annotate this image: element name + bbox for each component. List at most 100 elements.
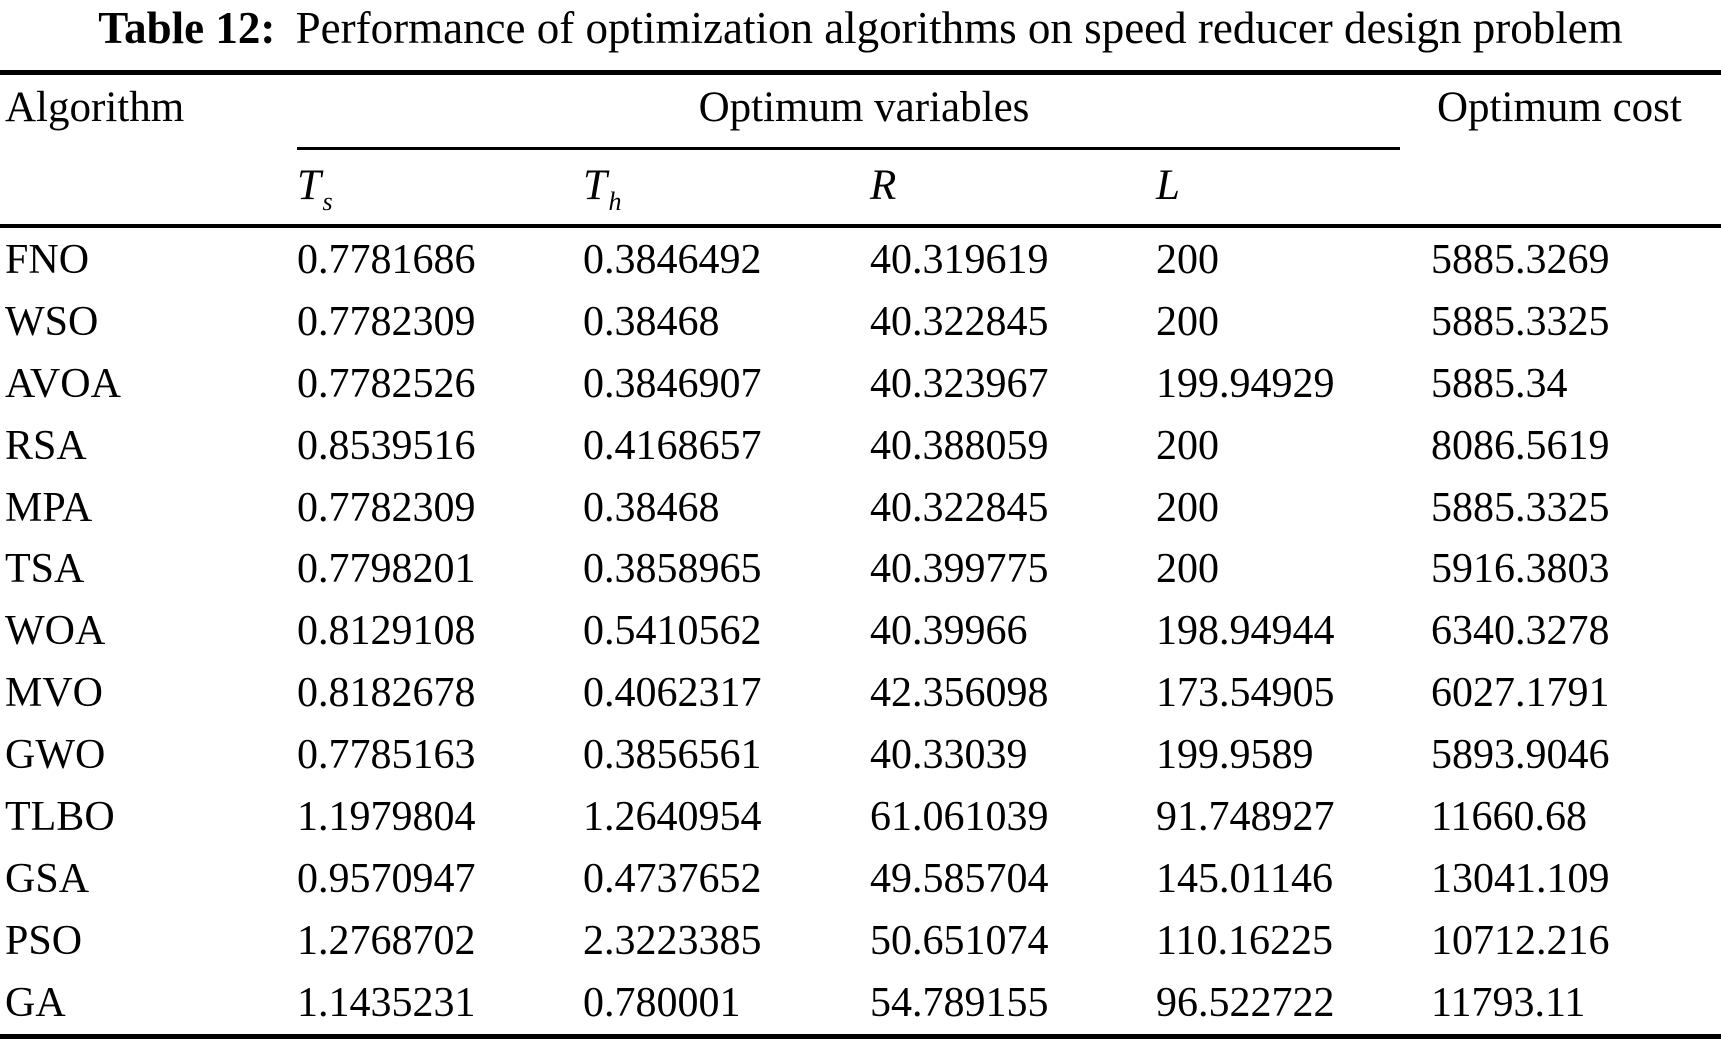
algorithm-cell: TLBO [5, 794, 115, 841]
table-row: MVO 0.8182678 0.4062317 42.356098 173.54… [0, 663, 1721, 725]
r-value-cell: 49.585704 [870, 855, 1049, 902]
algorithm-cell: TSA [5, 546, 85, 593]
table-row: WOA 0.8129108 0.5410562 40.39966 198.949… [0, 601, 1721, 663]
ts-value-cell: 0.8539516 [297, 422, 476, 469]
l-value-cell: 200 [1156, 422, 1219, 469]
algorithm-cell: WOA [5, 608, 106, 655]
table-row: GA 1.1435231 0.780001 54.789155 96.52272… [0, 973, 1721, 1035]
algorithm-cell: MPA [5, 484, 93, 531]
table-bottom-rule [0, 1034, 1721, 1039]
table-row: TSA 0.7798201 0.3858965 40.399775 200 59… [0, 539, 1721, 601]
th-value-cell: 0.3846492 [583, 237, 762, 283]
th-value-cell: 0.38468 [583, 298, 720, 345]
r-symbol: R [870, 162, 897, 209]
l-value-cell: 200 [1156, 546, 1219, 593]
algorithm-cell: AVOA [5, 360, 121, 407]
ts-value-cell: 0.9570947 [297, 855, 476, 902]
r-value-cell: 40.322845 [870, 484, 1049, 531]
l-value-cell: 199.94929 [1156, 360, 1335, 407]
ts-value-cell: 0.7782309 [297, 298, 476, 345]
r-value-cell: 40.399775 [870, 546, 1049, 593]
table-row: MPA 0.7782309 0.38468 40.322845 200 5885… [0, 478, 1721, 540]
table-row: GSA 0.9570947 0.4737652 49.585704 145.01… [0, 849, 1721, 911]
th-value-cell: 0.4168657 [583, 422, 762, 469]
table-row: WSO 0.7782309 0.38468 40.322845 200 5885… [0, 292, 1721, 354]
table-header-bottom-rule [0, 224, 1721, 228]
algorithm-cell: WSO [5, 298, 99, 345]
th-value-cell: 0.4737652 [583, 855, 762, 902]
subheader-spacer [0, 150, 297, 227]
table-row: AVOA 0.7782526 0.3846907 40.323967 199.9… [0, 354, 1721, 416]
r-value-cell: 50.651074 [870, 917, 1049, 964]
cost-value-cell: 11793.11 [1431, 979, 1586, 1026]
th-value-cell: 0.38468 [583, 484, 720, 531]
l-value-cell: 145.01146 [1156, 855, 1333, 902]
l-value-cell: 110.16225 [1156, 917, 1333, 964]
th-value-cell: 0.3846907 [583, 360, 762, 407]
r-value-cell: 40.33039 [870, 732, 1028, 779]
r-value-cell: 54.789155 [870, 979, 1049, 1026]
l-value-cell: 198.94944 [1156, 608, 1335, 655]
l-value-cell: 91.748927 [1156, 794, 1335, 841]
cost-value-cell: 8086.5619 [1431, 422, 1610, 469]
th-value-cell: 0.3856561 [583, 732, 762, 779]
algorithm-cell: PSO [5, 917, 83, 964]
l-symbol: L [1156, 162, 1180, 209]
cost-value-cell: 5885.34 [1431, 360, 1568, 407]
algorithm-cell: GSA [5, 855, 90, 902]
ts-value-cell: 1.1979804 [297, 794, 476, 841]
column-header-optimum-cost: Optimum cost [1437, 84, 1682, 131]
optimum-variables-span-rule [297, 147, 1400, 150]
cost-value-cell: 5893.9046 [1431, 732, 1610, 779]
th-value-cell: 0.5410562 [583, 608, 762, 655]
ts-value-cell: 0.7782309 [297, 484, 476, 531]
cost-value-cell: 5885.3325 [1431, 484, 1610, 531]
table-caption-text: Performance of optimization algorithms o… [295, 3, 1623, 53]
th-subscript: h [608, 186, 622, 216]
cost-value-cell: 10712.216 [1431, 917, 1610, 964]
th-value-cell: 1.2640954 [583, 794, 762, 841]
algorithm-cell: FNO [5, 237, 90, 283]
r-value-cell: 40.39966 [870, 608, 1028, 655]
ts-value-cell: 0.7785163 [297, 732, 476, 779]
subheader-spacer [1431, 150, 1721, 227]
r-value-cell: 40.319619 [870, 237, 1049, 283]
algorithm-cell: RSA [5, 422, 87, 469]
ts-symbol: T [297, 162, 321, 209]
ts-value-cell: 0.7798201 [297, 546, 476, 593]
l-value-cell: 173.54905 [1156, 670, 1335, 717]
cost-value-cell: 5885.3269 [1431, 237, 1610, 283]
column-header-ts: Ts [297, 150, 583, 227]
th-value-cell: 2.3223385 [583, 917, 762, 964]
algorithm-cell: MVO [5, 670, 104, 717]
table-body: FNO 0.7781686 0.3846492 40.319619 200 58… [0, 230, 1721, 1035]
r-value-cell: 40.388059 [870, 422, 1049, 469]
table-header-row-2: Ts Th R L [0, 150, 1721, 224]
th-value-cell: 0.3858965 [583, 546, 762, 593]
r-value-cell: 42.356098 [870, 670, 1049, 717]
ts-value-cell: 0.7781686 [297, 237, 476, 283]
table-caption: Table 12: Performance of optimization alg… [0, 2, 1721, 54]
table-row: TLBO 1.1979804 1.2640954 61.061039 91.74… [0, 787, 1721, 849]
ts-subscript: s [322, 186, 333, 216]
th-value-cell: 0.4062317 [583, 670, 762, 717]
ts-value-cell: 0.7782526 [297, 360, 476, 407]
table-top-rule [0, 70, 1721, 75]
table-header-row-1: Algorithm Optimum variables Optimum cost [0, 75, 1721, 147]
l-value-cell: 96.522722 [1156, 979, 1335, 1026]
r-value-cell: 40.322845 [870, 298, 1049, 345]
ts-value-cell: 0.8129108 [297, 608, 476, 655]
cost-value-cell: 6340.3278 [1431, 608, 1610, 655]
column-header-th: Th [583, 150, 870, 227]
l-value-cell: 200 [1156, 298, 1219, 345]
cost-value-cell: 5885.3325 [1431, 298, 1610, 345]
table-row: FNO 0.7781686 0.3846492 40.319619 200 58… [0, 230, 1721, 292]
cost-value-cell: 11660.68 [1431, 794, 1587, 841]
l-value-cell: 200 [1156, 484, 1219, 531]
l-value-cell: 199.9589 [1156, 732, 1314, 779]
cost-value-cell: 5916.3803 [1431, 546, 1610, 593]
table-row: PSO 1.2768702 2.3223385 50.651074 110.16… [0, 911, 1721, 973]
ts-value-cell: 1.1435231 [297, 979, 476, 1026]
column-header-algorithm: Algorithm [5, 84, 185, 131]
